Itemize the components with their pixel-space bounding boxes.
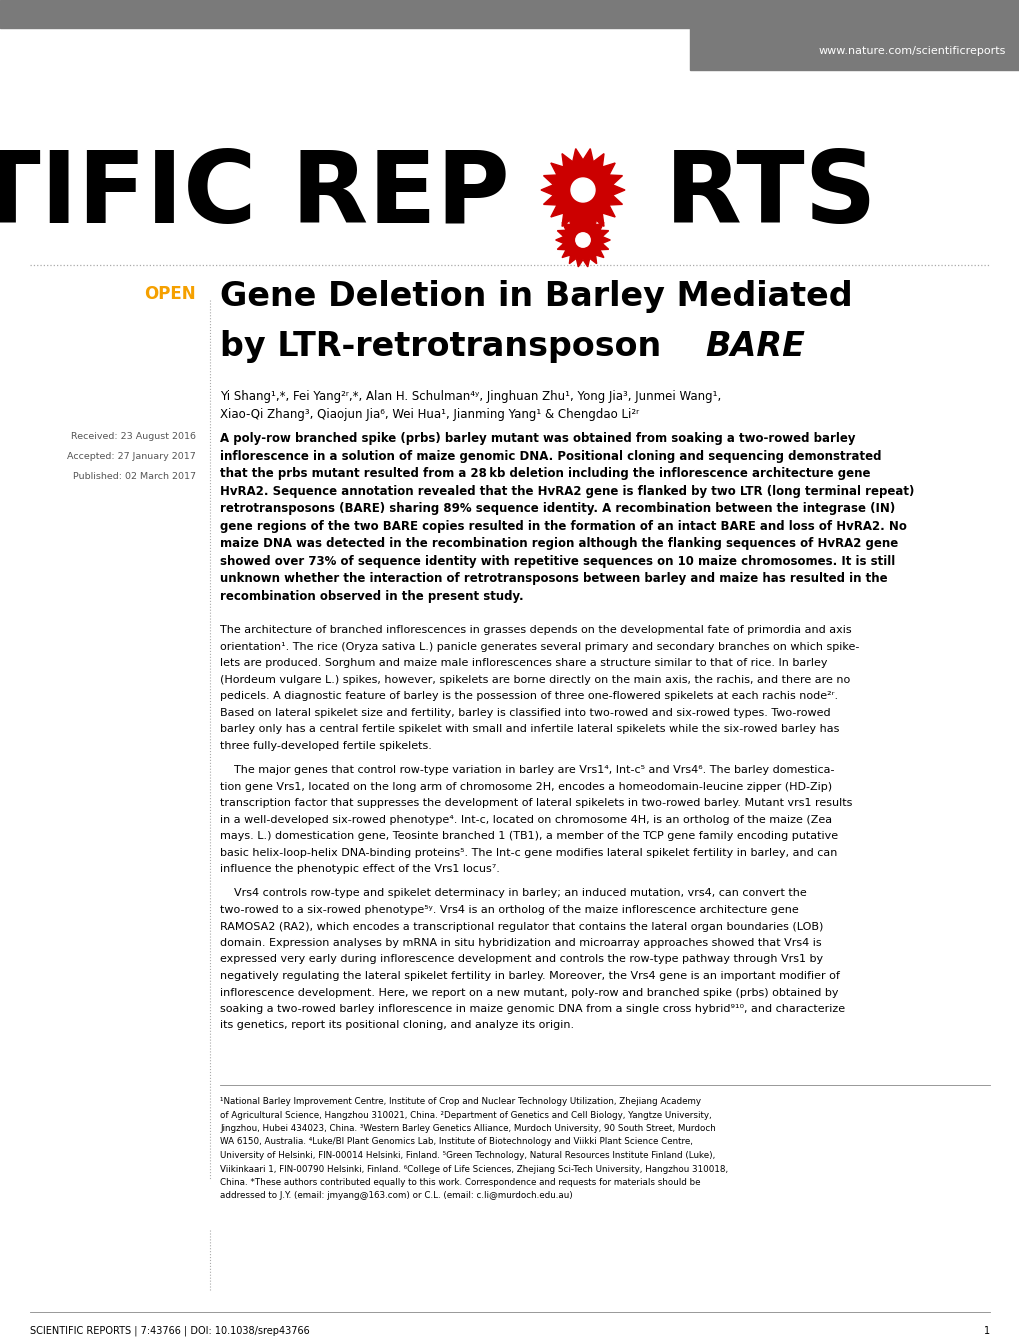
Circle shape <box>576 233 590 247</box>
Text: BARE: BARE <box>704 330 804 363</box>
Text: (​Hordeum vulgare​ L.) spikes, however, spikelets are borne directly on the main: (​Hordeum vulgare​ L.) spikes, however, … <box>220 674 850 685</box>
Polygon shape <box>540 149 625 232</box>
Text: lets are produced. Sorghum and maize male inflorescences share a structure simil: lets are produced. Sorghum and maize mal… <box>220 658 826 669</box>
Text: HvRA2​. Sequence annotation revealed that the ​HvRA2​ gene is flanked by two LTR: HvRA2​. Sequence annotation revealed tha… <box>220 485 913 497</box>
Circle shape <box>571 178 594 202</box>
Text: that the ​prbs​ mutant resulted from a 28 kb deletion including the inflorescenc: that the ​prbs​ mutant resulted from a 2… <box>220 468 869 480</box>
Text: two-rowed to a six-rowed phenotype⁵ʸ. ​Vrs4​ is an ortholog of the maize inflore: two-rowed to a six-rowed phenotype⁵ʸ. ​V… <box>220 905 798 915</box>
Text: maize DNA was detected in the recombination region although the flanking sequenc: maize DNA was detected in the recombinat… <box>220 537 898 549</box>
Text: recombination observed in the present study.: recombination observed in the present st… <box>220 590 523 603</box>
Text: unknown whether the interaction of retrotransposons between barley and maize has: unknown whether the interaction of retro… <box>220 572 887 586</box>
Text: Jingzhou, Hubei 434023, China. ³Western Barley Genetics Alliance, Murdoch Univer: Jingzhou, Hubei 434023, China. ³Western … <box>220 1124 715 1134</box>
Bar <box>0 0 1019 28</box>
Text: influence the phenotypic effect of the ​Vrs1​ locus⁷.: influence the phenotypic effect of the ​… <box>220 864 499 874</box>
Text: Received: 23 August 2016: Received: 23 August 2016 <box>71 431 196 441</box>
Text: Gene Deletion in Barley Mediated: Gene Deletion in Barley Mediated <box>220 280 852 314</box>
Polygon shape <box>555 213 609 267</box>
Text: expressed very early during inflorescence development and controls the row-type : expressed very early during inflorescenc… <box>220 954 822 965</box>
Text: domain. Expression analyses by mRNA ​in situ​ hybridization and microarray appro: domain. Expression analyses by mRNA ​in … <box>220 938 821 947</box>
Text: orientation¹. The rice (​Oryza sativa​ L.) panicle generates several primary and: orientation¹. The rice (​Oryza sativa​ L… <box>220 642 859 651</box>
Text: SCIENTIFIC REP: SCIENTIFIC REP <box>0 146 510 244</box>
Text: ​Vrs4​ controls row-type and spikelet determinacy in barley; an induced mutation: ​Vrs4​ controls row-type and spikelet de… <box>220 888 806 899</box>
Text: University of Helsinki, FIN-00014 Helsinki, Finland. ⁵Green Technology, Natural : University of Helsinki, FIN-00014 Helsin… <box>220 1151 714 1160</box>
Text: inflorescence development. Here, we report on a new mutant, poly-row and branche: inflorescence development. Here, we repo… <box>220 988 838 997</box>
Text: RTS: RTS <box>664 146 876 244</box>
Bar <box>689 28 1019 70</box>
Text: China. *These authors contributed equally to this work. Correspondence and reque: China. *These authors contributed equall… <box>220 1178 700 1187</box>
Text: showed over 73% of sequence identity with repetitive sequences on 10 maize chrom: showed over 73% of sequence identity wit… <box>220 555 895 568</box>
Text: Published: 02 March 2017: Published: 02 March 2017 <box>73 472 196 481</box>
Text: basic helix-loop-helix DNA-binding proteins⁵. The ​Int-c​ gene modifies lateral : basic helix-loop-helix DNA-binding prote… <box>220 847 837 858</box>
Text: pedicels. A diagnostic feature of barley is the possession of three one-flowered: pedicels. A diagnostic feature of barley… <box>220 691 838 701</box>
Text: soaking a two-rowed barley inflorescence in maize genomic DNA from a single cros: soaking a two-rowed barley inflorescence… <box>220 1004 845 1014</box>
Text: RAMOSA2 (​RA2​), which encodes a transcriptional regulator that contains the lat: RAMOSA2 (​RA2​), which encodes a transcr… <box>220 922 822 931</box>
Text: Based on lateral spikelet size and fertility, barley is classified into two-rowe: Based on lateral spikelet size and ferti… <box>220 708 829 717</box>
Text: SCIENTIFIC REPORTS | 7:43766 | DOI: 10.1038/srep43766: SCIENTIFIC REPORTS | 7:43766 | DOI: 10.1… <box>30 1327 310 1336</box>
Text: negatively regulating the lateral spikelet fertility in barley. Moreover, the ​V: negatively regulating the lateral spikel… <box>220 972 839 981</box>
Text: ​mays.​ L.) domestication gene, Teosinte branched 1 (​TB1​), a member of the TCP: ​mays.​ L.) domestication gene, Teosinte… <box>220 831 838 842</box>
Text: www.nature.com/scientificreports: www.nature.com/scientificreports <box>818 46 1005 56</box>
Text: Accepted: 27 January 2017: Accepted: 27 January 2017 <box>67 452 196 461</box>
Text: 1: 1 <box>983 1327 989 1336</box>
Text: barley only has a central fertile spikelet with small and infertile lateral spik: barley only has a central fertile spikel… <box>220 724 839 734</box>
Text: by LTR-retrotransposon: by LTR-retrotransposon <box>220 330 673 363</box>
Text: tion gene ​Vrs1​, located on the long arm of chromosome 2H, encodes a homeodomai: tion gene ​Vrs1​, located on the long ar… <box>220 781 832 792</box>
Text: ¹National Barley Improvement Centre, Institute of Crop and Nuclear Technology Ut: ¹National Barley Improvement Centre, Ins… <box>220 1097 700 1106</box>
Text: Viikinkaari 1, FIN-00790 Helsinki, Finland. ⁶College of Life Sciences, Zhejiang : Viikinkaari 1, FIN-00790 Helsinki, Finla… <box>220 1164 728 1174</box>
Text: of Agricultural Science, Hangzhou 310021, China. ²Department of Genetics and Cel: of Agricultural Science, Hangzhou 310021… <box>220 1111 711 1119</box>
Text: The architecture of branched inflorescences in grasses depends on the developmen: The architecture of branched inflorescen… <box>220 624 851 635</box>
Text: A poly-row branched spike (​prbs​) barley mutant was obtained from soaking a two: A poly-row branched spike (​prbs​) barle… <box>220 431 855 445</box>
Text: in a well-developed six-rowed phenotype⁴. ​Int-c​, located on chromosome 4H, is : in a well-developed six-rowed phenotype⁴… <box>220 815 832 824</box>
Text: retrotransposons (​BARE​) sharing 89% sequence identity. A recombination between: retrotransposons (​BARE​) sharing 89% se… <box>220 502 895 515</box>
Text: addressed to J.Y. (email: jmyang@163.com) or C.L. (email: c.li@murdoch.edu.au): addressed to J.Y. (email: jmyang@163.com… <box>220 1191 573 1201</box>
Text: OPEN: OPEN <box>145 285 196 303</box>
Text: The major genes that control row-type variation in barley are ​Vrs1​⁴, ​Int-c​⁵ : The major genes that control row-type va… <box>220 765 834 775</box>
Text: Xiao-Qi Zhang³, Qiaojun Jia⁶, Wei Hua¹, Jianming Yang¹ & Chengdao Li²ʳ: Xiao-Qi Zhang³, Qiaojun Jia⁶, Wei Hua¹, … <box>220 407 639 421</box>
Text: three fully-developed fertile spikelets.: three fully-developed fertile spikelets. <box>220 741 431 750</box>
Text: inflorescence in a solution of maize genomic DNA. Positional cloning and sequenc: inflorescence in a solution of maize gen… <box>220 449 880 462</box>
Text: WA 6150, Australia. ⁴Luke/BI Plant Genomics Lab, Institute of Biotechnology and : WA 6150, Australia. ⁴Luke/BI Plant Genom… <box>220 1138 692 1147</box>
Text: transcription factor that suppresses the development of lateral spikelets in two: transcription factor that suppresses the… <box>220 799 852 808</box>
Text: its genetics, report its positional cloning, and analyze its origin.: its genetics, report its positional clon… <box>220 1021 574 1030</box>
Text: gene regions of the two ​BARE​ copies resulted in the formation of an intact ​BA: gene regions of the two ​BARE​ copies re… <box>220 520 906 532</box>
Text: Yi Shang¹,*, Fei Yang²ʳ,*, Alan H. Schulman⁴ʸ, Jinghuan Zhu¹, Yong Jia³, Junmei : Yi Shang¹,*, Fei Yang²ʳ,*, Alan H. Schul… <box>220 390 720 403</box>
